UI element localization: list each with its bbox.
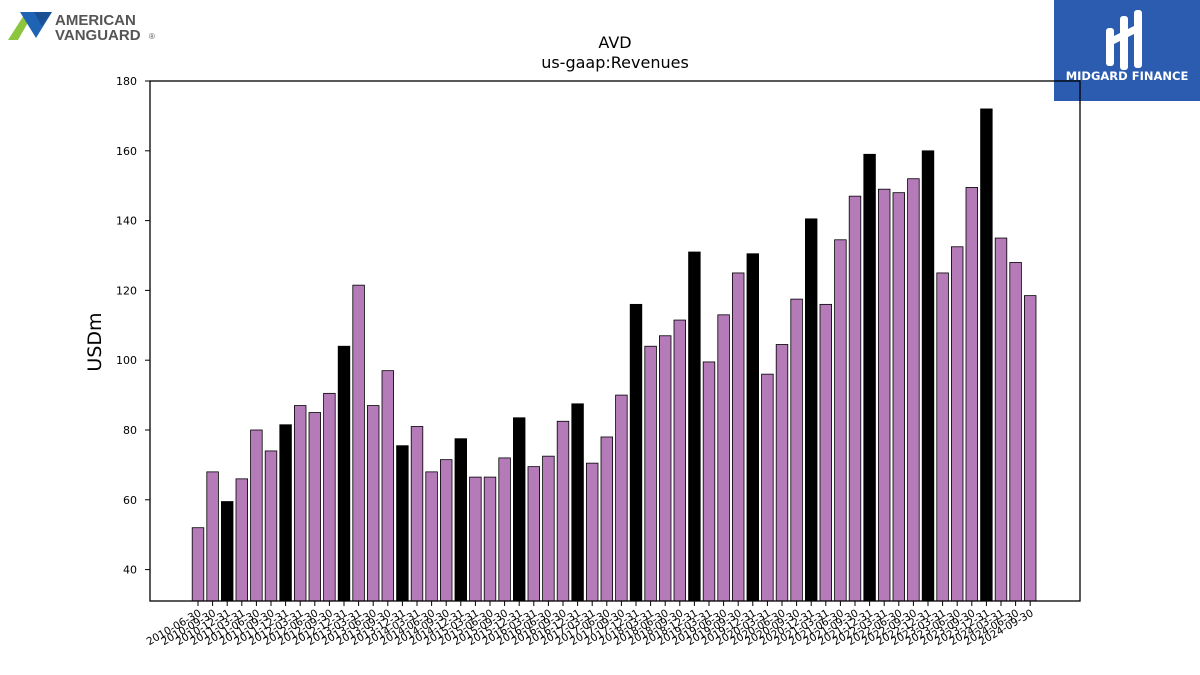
- bar-quarter: [702, 361, 716, 602]
- bar-quarter: [819, 303, 833, 602]
- bar-quarter: [1024, 295, 1037, 602]
- bar-quarter: [264, 450, 278, 602]
- bar-quarter: [775, 344, 789, 602]
- y-tick-label: 100: [116, 354, 137, 367]
- bar-annual: [337, 345, 351, 602]
- y-tick-label: 60: [123, 494, 137, 507]
- y-axis-label: USDm: [84, 312, 106, 371]
- y-tick-label: 160: [116, 145, 137, 158]
- bar-quarter: [498, 457, 511, 602]
- bar-annual: [805, 218, 818, 602]
- bar-quarter: [410, 426, 424, 602]
- bar-quarter: [293, 405, 307, 602]
- y-tick-label: 80: [123, 424, 137, 437]
- bar-quarter: [834, 239, 847, 602]
- bar-quarter: [542, 455, 555, 602]
- bar-quarter: [965, 187, 979, 602]
- bar-quarter: [848, 195, 862, 602]
- bar-quarter: [761, 373, 774, 602]
- bar-quarter: [483, 476, 497, 602]
- bar-annual: [454, 438, 468, 602]
- bar-quarter: [381, 370, 395, 602]
- bar-annual: [921, 150, 935, 602]
- bar-quarter: [191, 527, 205, 602]
- bar-quarter: [659, 335, 672, 602]
- bar-quarter: [615, 394, 628, 602]
- bar-quarter: [673, 319, 687, 602]
- bar-quarter: [790, 298, 803, 602]
- bar-annual: [863, 153, 876, 602]
- midgard-finance-text: MIDGARD FINANCE: [1066, 69, 1189, 83]
- bar-quarter: [644, 345, 657, 602]
- logo-line1: AMERICAN: [55, 12, 136, 29]
- bar-quarter: [366, 405, 380, 602]
- bar-annual: [279, 424, 292, 602]
- logo-reg-mark: ®: [149, 32, 155, 41]
- midgard-finance-logo: MIDGARD FINANCE: [1054, 0, 1200, 101]
- bar-annual: [513, 417, 526, 602]
- bar-quarter: [556, 420, 570, 602]
- plot-frame: [149, 80, 1081, 602]
- bar-annual: [688, 251, 701, 602]
- bar-annual: [220, 501, 234, 602]
- bar-annual: [571, 403, 584, 602]
- bar-annual: [629, 303, 643, 602]
- bar-quarter: [235, 478, 249, 602]
- bar-quarter: [308, 412, 322, 602]
- bar-quarter: [892, 192, 906, 602]
- american-vanguard-logo: AMERICAN VANGUARD ®: [8, 8, 168, 44]
- chart-title: AVD: [598, 33, 631, 52]
- bars-group: [191, 108, 1037, 602]
- chart-subtitle: us-gaap:Revenues: [541, 53, 689, 72]
- x-axis: 2010-06-302010-09-302010-12-312011-03-31…: [145, 601, 1036, 648]
- bar-quarter: [206, 471, 219, 602]
- logo-line2: VANGUARD: [55, 27, 141, 44]
- bar-quarter: [469, 476, 482, 602]
- bar-quarter: [250, 429, 263, 602]
- y-tick-label: 180: [116, 75, 137, 88]
- y-tick-label: 140: [116, 215, 137, 228]
- bar-quarter: [352, 284, 365, 602]
- bar-quarter: [323, 392, 336, 602]
- y-axis: 40 60 80 100 120 140 160 180: [116, 75, 150, 577]
- bar-quarter: [951, 246, 964, 602]
- bar-annual: [746, 253, 760, 602]
- midgard-emblem-icon: [1106, 10, 1142, 70]
- y-tick-label: 40: [123, 564, 137, 577]
- bar-quarter: [600, 436, 614, 602]
- bar-annual: [980, 108, 993, 602]
- bar-quarter: [439, 459, 453, 602]
- bar-quarter: [732, 272, 745, 602]
- y-tick-label: 120: [116, 284, 137, 297]
- bar-quarter: [994, 237, 1008, 602]
- bar-quarter: [907, 178, 920, 602]
- bar-quarter: [425, 471, 438, 602]
- bar-quarter: [1009, 262, 1022, 602]
- bar-quarter: [717, 314, 730, 602]
- bar-quarter: [936, 272, 949, 602]
- bar-quarter: [586, 462, 599, 602]
- bar-quarter: [527, 466, 541, 602]
- bar-annual: [396, 445, 409, 602]
- bar-quarter: [878, 188, 891, 602]
